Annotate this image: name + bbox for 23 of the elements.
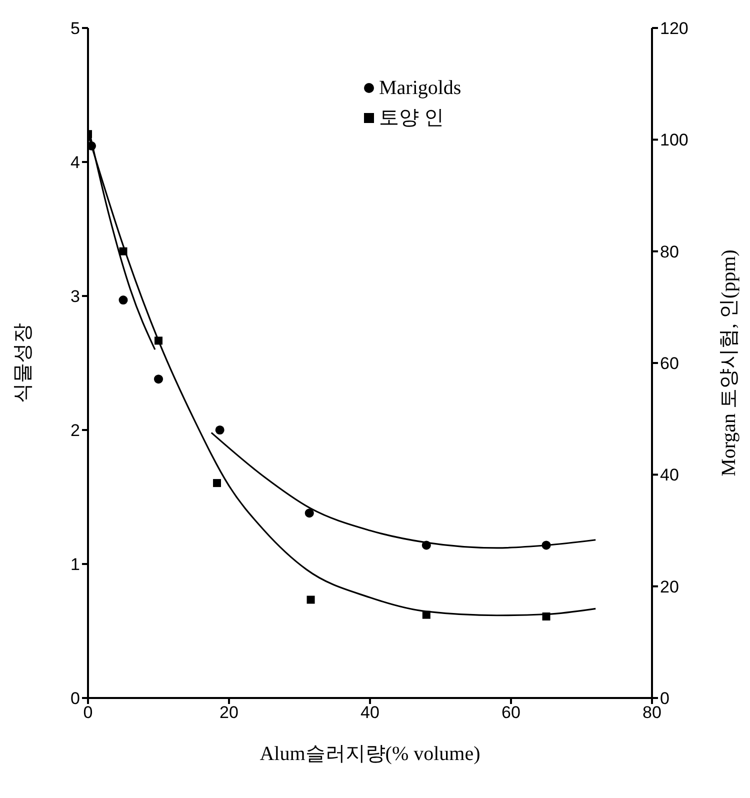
- y2-tick-label: 0: [660, 689, 670, 708]
- x-tick-label: 20: [220, 703, 238, 722]
- y2-tick-label: 120: [660, 19, 688, 38]
- x-tick-label: 80: [642, 703, 662, 722]
- y-tick-label: 0: [70, 689, 80, 708]
- y-tick-label: 5: [70, 19, 80, 38]
- y-tick-label: 3: [70, 287, 80, 306]
- y2-tick-label: 80: [660, 242, 679, 262]
- x-tick-label: 40: [360, 703, 380, 722]
- y2-axis-title: Morgan 토양시험, 인(ppm): [718, 250, 740, 476]
- y-axis-title: 식물성장: [12, 323, 34, 403]
- legend-label: 토양 인: [379, 106, 444, 131]
- y-tick-label: 1: [70, 555, 80, 574]
- x-tick-label: 60: [502, 703, 520, 722]
- x-tick-label: 0: [83, 703, 93, 722]
- y-tick-label: 4: [70, 153, 80, 172]
- y2-tick-label: 60: [660, 354, 679, 374]
- x-axis-title: Alum슬러지량(% volume): [260, 743, 480, 765]
- legend-label: Marigolds: [379, 76, 462, 101]
- y2-tick-label: 40: [660, 466, 679, 485]
- y2-tick-label: 100: [660, 130, 688, 150]
- y2-tick-label: 20: [660, 577, 679, 596]
- y-tick-label: 2: [70, 421, 80, 440]
